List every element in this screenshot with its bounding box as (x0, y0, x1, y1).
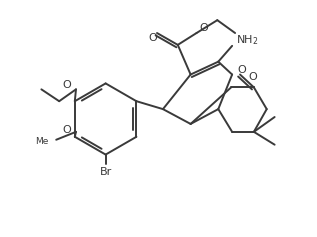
Text: O: O (62, 125, 71, 135)
Text: O: O (237, 64, 246, 75)
Text: Br: Br (100, 167, 112, 177)
Text: O: O (248, 73, 257, 82)
Text: O: O (62, 80, 71, 90)
Text: O: O (199, 23, 208, 33)
Text: O: O (149, 33, 158, 43)
Text: Me: Me (35, 137, 48, 146)
Text: NH$_2$: NH$_2$ (236, 33, 259, 47)
